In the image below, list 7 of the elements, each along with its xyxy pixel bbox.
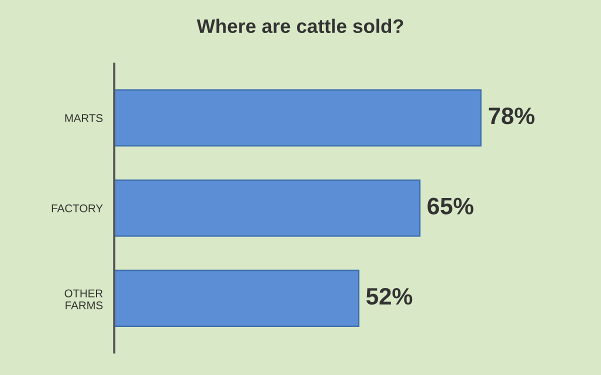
y-tick-label: MARTS xyxy=(65,114,103,122)
data-label: 78% xyxy=(488,108,534,124)
y-tick-label: OTHER FARMS xyxy=(64,289,103,310)
y-tick-label: FACTORY xyxy=(52,204,103,212)
chart-title: Where are cattle sold? xyxy=(196,18,404,34)
data-label: 65% xyxy=(428,198,474,214)
data-label: 52% xyxy=(366,288,412,305)
